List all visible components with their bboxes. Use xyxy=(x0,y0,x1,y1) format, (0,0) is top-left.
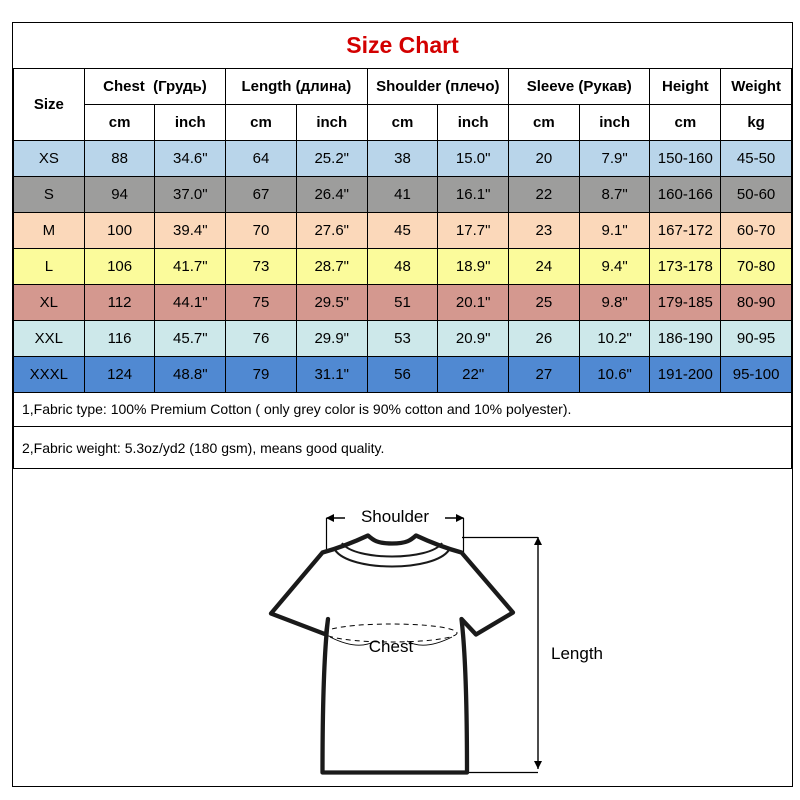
svg-text:Length: Length xyxy=(551,644,603,663)
svg-text:Chest: Chest xyxy=(369,637,414,656)
svg-text:Shoulder: Shoulder xyxy=(361,507,429,526)
